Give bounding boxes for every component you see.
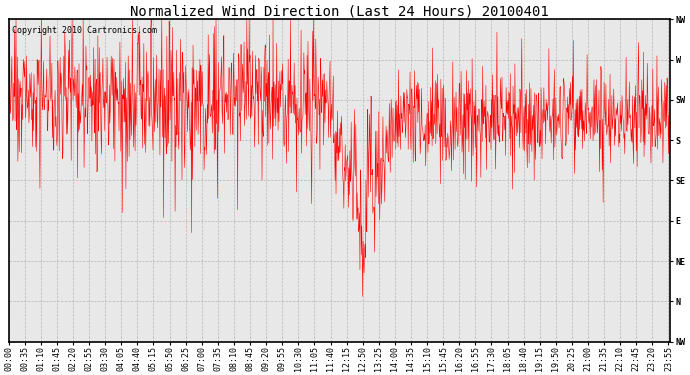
Title: Normalized Wind Direction (Last 24 Hours) 20100401: Normalized Wind Direction (Last 24 Hours… [130, 4, 549, 18]
Text: Copyright 2010 Cartronics.com: Copyright 2010 Cartronics.com [12, 26, 157, 35]
